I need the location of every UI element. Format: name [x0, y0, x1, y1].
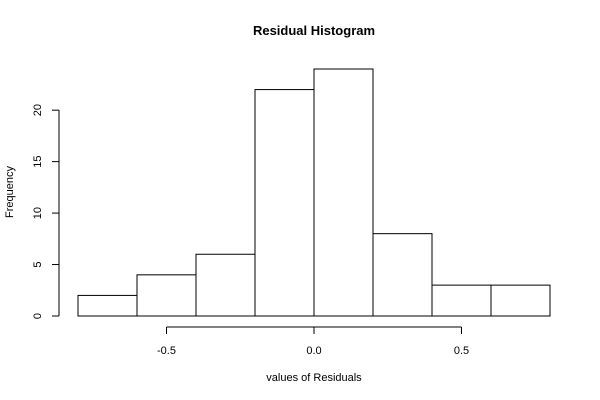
histogram-bar-1	[136, 274, 197, 317]
x-tick-label: 0.0	[306, 345, 321, 357]
chart-title: Residual Histogram	[253, 23, 375, 38]
x-axis: -0.5 0.0 0.5	[157, 326, 469, 357]
y-tick-label: 0	[32, 313, 44, 319]
histogram-bar-7	[490, 284, 551, 317]
y-axis: 0 5 10 15 20	[32, 104, 60, 319]
y-tick-label: 15	[32, 156, 44, 168]
y-tick-label: 20	[32, 104, 44, 116]
histogram-bar-0	[77, 294, 138, 317]
x-tick-label: -0.5	[157, 345, 176, 357]
bars-group	[77, 68, 551, 317]
y-tick-label: 5	[32, 261, 44, 267]
y-axis-label: Frequency	[4, 166, 16, 218]
histogram-bar-4	[313, 68, 374, 317]
histogram-bar-2	[195, 253, 256, 317]
histogram-bar-3	[254, 89, 315, 317]
y-tick-label: 10	[32, 207, 44, 219]
x-axis-label: values of Residuals	[266, 372, 362, 384]
histogram-bar-6	[431, 284, 492, 317]
histogram-bar-5	[372, 233, 433, 317]
x-tick-label: 0.5	[454, 345, 469, 357]
